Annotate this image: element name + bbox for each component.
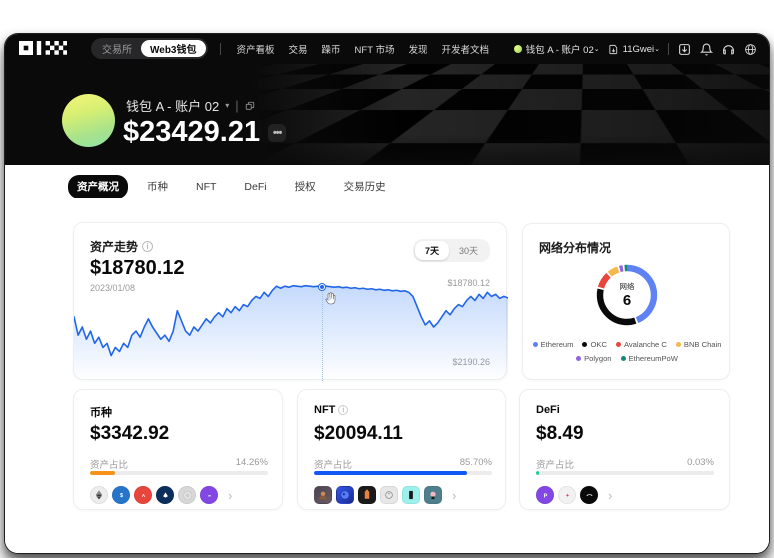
svg-text:✦: ✦ xyxy=(565,493,569,498)
svg-text:∞: ∞ xyxy=(207,493,210,498)
svg-text:$: $ xyxy=(120,493,123,499)
svg-text:P: P xyxy=(543,493,547,499)
